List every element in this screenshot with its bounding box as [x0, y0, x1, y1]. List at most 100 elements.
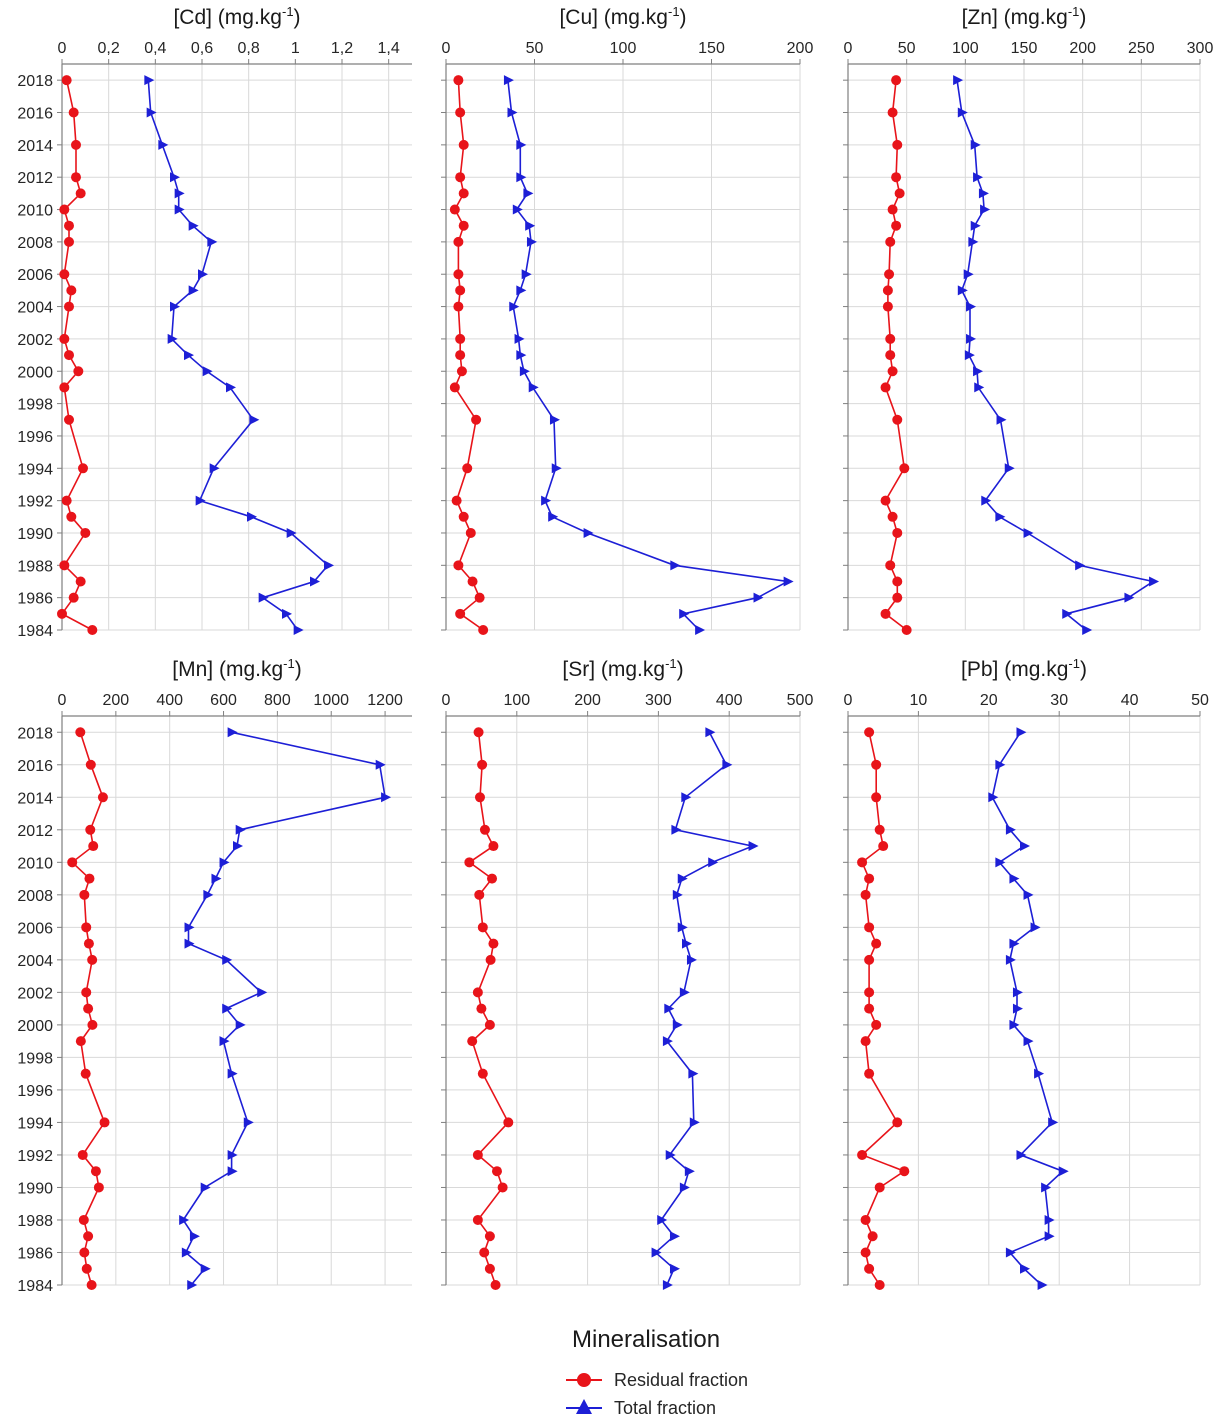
data-point-total	[1020, 1263, 1030, 1274]
data-point-total	[970, 139, 981, 150]
data-point-total	[995, 857, 1006, 868]
chart-title-superscript: -1	[668, 4, 680, 19]
data-point-total	[381, 792, 392, 803]
data-point-total	[1005, 954, 1016, 965]
data-point-residual	[860, 1214, 871, 1225]
data-point-total	[748, 841, 759, 852]
data-point-total	[1048, 1117, 1059, 1128]
x-tick-label: 0	[844, 40, 853, 57]
x-tick-label: 150	[698, 40, 725, 57]
chart-title: [Sr] (mg.kg-1)	[562, 656, 683, 681]
data-point-residual	[80, 527, 91, 538]
data-point-total	[995, 511, 1006, 522]
y-tick-label: 2004	[17, 300, 53, 317]
data-point-total	[211, 873, 222, 884]
data-point-total	[174, 204, 185, 215]
x-tick-label: 0	[58, 40, 67, 57]
data-point-total	[200, 1182, 211, 1193]
data-point-total	[1016, 1149, 1027, 1160]
data-point-total	[181, 1247, 192, 1258]
data-point-residual	[453, 301, 464, 312]
data-point-residual	[503, 1117, 514, 1128]
x-tick-label: 200	[102, 692, 129, 709]
data-point-residual	[453, 269, 464, 280]
data-point-total	[549, 414, 560, 425]
legend-title: Mineralisation	[572, 1326, 721, 1353]
data-point-total	[664, 1003, 675, 1014]
x-tick-label: 100	[503, 692, 530, 709]
data-point-total	[970, 220, 981, 231]
chart-panel: 0 10 20 30 40 50 [Pb] (mg.kg-1)	[843, 656, 1209, 1290]
x-tick-label: 1,4	[378, 40, 400, 57]
data-point-total	[1041, 1182, 1052, 1193]
data-point-total	[1009, 1019, 1020, 1030]
data-point-residual	[75, 1036, 86, 1047]
data-point-total	[1149, 576, 1160, 587]
data-point-residual	[81, 922, 92, 933]
data-point-total	[1012, 1003, 1023, 1014]
chart-panel: 0 50 100 150 200 250 300 [Zn] (mg.kg-1)	[843, 4, 1213, 635]
data-point-residual	[458, 139, 469, 150]
data-point-total	[988, 792, 999, 803]
data-point-residual	[864, 922, 875, 933]
data-point-residual	[66, 285, 77, 296]
data-point-total	[665, 1149, 676, 1160]
data-point-total	[528, 382, 539, 393]
data-point-residual	[874, 1182, 885, 1193]
data-point-residual	[84, 873, 95, 884]
data-point-total	[963, 269, 974, 280]
data-point-residual	[458, 188, 469, 199]
data-point-total	[1062, 608, 1073, 619]
data-point-residual	[871, 938, 882, 949]
data-point-total	[521, 269, 532, 280]
series-line-residual	[468, 732, 510, 1286]
data-point-residual	[474, 592, 485, 603]
y-tick-label: 1986	[17, 1245, 53, 1262]
y-tick-label: 2006	[17, 267, 53, 284]
data-point-total	[671, 824, 682, 835]
data-point-residual	[477, 759, 488, 770]
data-point-total	[1044, 1214, 1055, 1225]
data-point-total	[189, 1231, 200, 1242]
data-point-total	[158, 139, 169, 150]
y-tick-label: 1994	[17, 461, 53, 478]
data-point-total	[310, 576, 320, 587]
data-point-total	[1082, 625, 1093, 635]
data-point-residual	[476, 1003, 487, 1014]
data-point-residual	[484, 1263, 495, 1274]
data-point-total	[670, 560, 681, 571]
data-point-total	[523, 188, 534, 199]
data-point-total	[170, 172, 180, 183]
data-point-total	[207, 236, 218, 247]
data-point-residual	[892, 1117, 903, 1128]
data-point-total	[170, 301, 180, 312]
data-point-residual	[455, 350, 466, 361]
y-tick-label: 1998	[17, 1050, 53, 1067]
data-point-total	[705, 727, 716, 738]
data-point-residual	[71, 139, 81, 150]
x-tick-label: 500	[787, 692, 814, 709]
x-tick-label: 100	[610, 40, 637, 57]
data-point-total	[681, 792, 692, 803]
data-point-residual	[86, 1280, 97, 1290]
y-tick-label: 2018	[17, 73, 53, 90]
data-point-total	[293, 625, 304, 635]
legend-entry-total: Total fraction	[560, 1396, 800, 1420]
data-point-residual	[87, 1019, 98, 1030]
series-line-total	[147, 80, 330, 631]
data-point-total	[996, 414, 1007, 425]
legend-entry-residual: Residual fraction	[560, 1368, 800, 1392]
y-tick-label: 1990	[17, 1180, 53, 1197]
data-point-residual	[887, 204, 898, 215]
data-point-total	[503, 75, 514, 86]
chart-title-main: [Pb] (mg.kg	[961, 658, 1068, 681]
data-point-total	[964, 350, 975, 361]
data-point-total	[695, 625, 706, 635]
data-point-total	[669, 1231, 680, 1242]
data-point-total	[226, 382, 236, 393]
x-tick-label: 50	[526, 40, 544, 57]
data-point-residual	[885, 560, 896, 571]
chart-title-end: )	[295, 658, 302, 681]
x-tick-label: 200	[574, 692, 601, 709]
data-point-total	[512, 204, 523, 215]
